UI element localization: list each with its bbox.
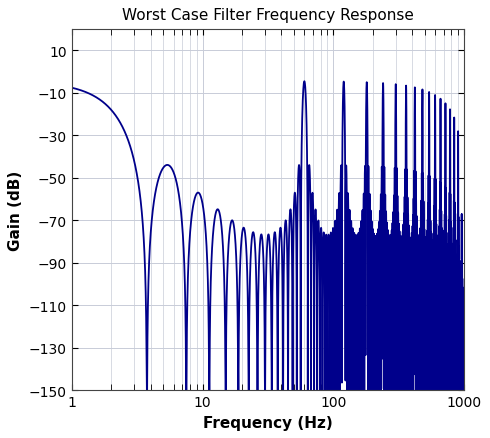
X-axis label: Frequency (Hz): Frequency (Hz)	[203, 415, 333, 430]
Title: Worst Case Filter Frequency Response: Worst Case Filter Frequency Response	[122, 8, 414, 23]
Y-axis label: Gain (dB): Gain (dB)	[8, 170, 24, 250]
